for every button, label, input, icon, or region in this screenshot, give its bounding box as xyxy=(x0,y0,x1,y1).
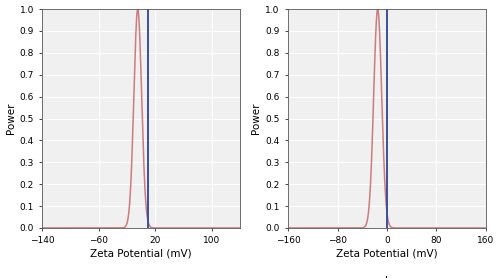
X-axis label: Zeta Potential (mV): Zeta Potential (mV) xyxy=(336,248,438,258)
Y-axis label: Power: Power xyxy=(251,103,261,134)
X-axis label: Zeta Potential (mV): Zeta Potential (mV) xyxy=(90,248,192,258)
Text: b: b xyxy=(383,276,390,278)
Y-axis label: Power: Power xyxy=(6,103,16,134)
Text: a: a xyxy=(138,276,145,278)
